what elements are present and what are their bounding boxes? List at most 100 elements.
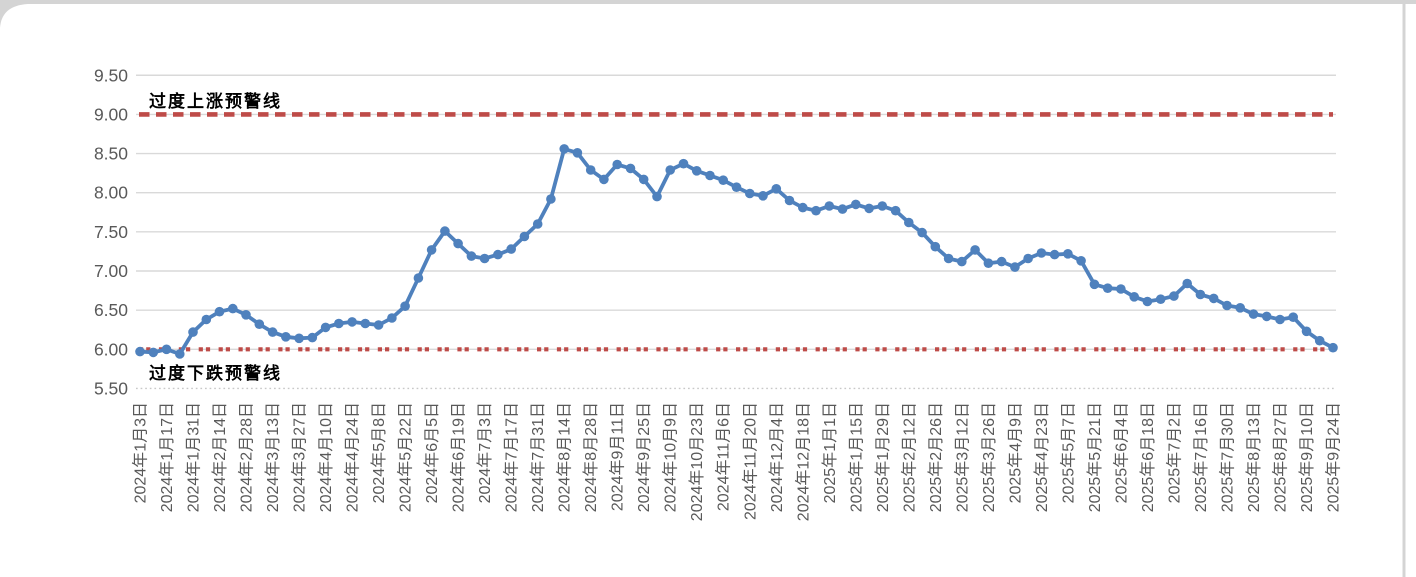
x-tick-label: 2025年5月7日	[1059, 402, 1077, 503]
data-point	[877, 201, 888, 211]
data-point	[426, 245, 437, 255]
data-point	[731, 182, 742, 192]
data-point	[864, 203, 874, 214]
x-tick-label: 2024年2月28日	[238, 402, 256, 512]
x-tick-label: 2024年12月18日	[794, 402, 812, 521]
x-tick-label: 2025年1月29日	[874, 402, 892, 512]
frame-top-edge	[0, 0, 1416, 4]
data-point	[254, 319, 265, 330]
data-point	[214, 306, 225, 317]
y-tick-label: 8.50	[94, 144, 128, 164]
data-point	[1261, 311, 1272, 322]
data-point	[943, 253, 954, 264]
data-point	[228, 303, 238, 314]
x-tick-label: 2024年1月3日	[132, 402, 150, 503]
data-point	[1076, 255, 1086, 266]
data-point	[1063, 249, 1073, 259]
x-tick-label: 2024年1月31日	[185, 402, 203, 512]
data-point	[1049, 249, 1060, 260]
y-tick-label: 9.00	[94, 104, 128, 124]
data-point	[373, 320, 384, 330]
x-tick-label: 2025年4月23日	[1033, 402, 1051, 512]
data-point	[1328, 342, 1338, 353]
data-point	[691, 166, 702, 176]
data-line	[138, 146, 1335, 356]
x-tick-label: 2025年2月26日	[927, 402, 945, 512]
data-point	[267, 327, 278, 337]
x-tick-label: 2024年4月10日	[317, 402, 335, 512]
data-point	[758, 191, 768, 201]
data-point	[1036, 248, 1047, 258]
data-point	[851, 199, 861, 210]
y-tick-label: 6.00	[94, 339, 128, 359]
y-tick-label: 9.50	[94, 65, 128, 85]
x-tick-label: 2024年5月8日	[370, 402, 388, 503]
frame-corner	[0, 4, 28, 28]
lower-warning-label: 过度下跌预警线	[149, 364, 282, 383]
x-tick-label: 2025年2月12日	[900, 402, 918, 512]
data-point	[532, 219, 543, 229]
data-point	[479, 253, 490, 264]
data-point	[585, 165, 596, 175]
data-point	[1222, 300, 1232, 311]
data-point	[983, 258, 994, 269]
data-point	[1010, 262, 1020, 272]
data-point	[1182, 278, 1192, 289]
x-tick-label: 2025年4月9日	[1006, 402, 1024, 503]
data-point	[440, 226, 450, 236]
x-tick-label: 2024年9月11日	[609, 402, 627, 511]
data-point	[161, 344, 172, 355]
x-tick-label: 2024年11月6日	[715, 402, 733, 511]
data-point	[705, 170, 715, 181]
data-point	[824, 201, 835, 211]
x-tick-label: 2025年8月27日	[1272, 402, 1290, 512]
data-point	[1169, 291, 1179, 301]
y-tick-label: 6.50	[94, 300, 128, 320]
data-point	[1235, 303, 1245, 313]
x-tick-label: 2024年2月14日	[211, 402, 229, 512]
x-tick-label: 2025年9月10日	[1298, 402, 1316, 512]
data-point	[1288, 312, 1298, 323]
x-tick-label: 2025年1月1日	[821, 402, 839, 503]
data-point	[970, 245, 980, 255]
data-point	[466, 251, 477, 261]
x-tick-label: 2024年10月9日	[662, 402, 680, 512]
x-tick-label: 2025年7月2日	[1165, 402, 1183, 503]
data-point	[1314, 335, 1325, 346]
x-tick-label: 2024年1月17日	[158, 402, 176, 512]
x-tick-label: 2024年5月22日	[397, 402, 415, 512]
data-point	[930, 241, 941, 252]
x-tick-label: 2025年3月12日	[953, 402, 971, 512]
x-tick-label: 2025年3月26日	[980, 402, 998, 512]
data-point	[1142, 296, 1153, 307]
data-point	[572, 148, 583, 158]
data-point	[201, 314, 212, 325]
x-tick-label: 2024年6月19日	[450, 402, 468, 512]
x-tick-label: 2024年12月4日	[768, 402, 786, 512]
data-point	[559, 144, 569, 154]
x-tick-label: 2024年3月27日	[291, 402, 309, 512]
data-point	[1195, 289, 1206, 300]
data-point	[320, 322, 331, 333]
data-point	[334, 318, 344, 329]
data-point	[1102, 283, 1113, 294]
data-point	[1155, 294, 1166, 305]
data-point	[175, 349, 185, 359]
data-point	[1208, 293, 1219, 304]
data-point	[718, 175, 728, 185]
x-tick-label: 2024年10月23日	[688, 402, 706, 521]
y-tick-label: 7.00	[94, 261, 128, 281]
data-point	[811, 205, 821, 216]
x-tick-label: 2025年7月30日	[1219, 402, 1237, 512]
data-point	[904, 217, 914, 228]
data-point	[1129, 292, 1139, 302]
x-tick-label: 2024年3月13日	[264, 402, 282, 512]
x-tick-label: 2024年7月17日	[503, 402, 521, 512]
data-point	[347, 317, 357, 327]
x-tick-label: 2024年8月14日	[556, 402, 574, 512]
data-point	[798, 202, 808, 213]
x-tick-label: 2024年11月20日	[741, 402, 759, 520]
data-point	[612, 159, 622, 170]
data-point	[625, 163, 636, 174]
data-point	[241, 310, 251, 320]
